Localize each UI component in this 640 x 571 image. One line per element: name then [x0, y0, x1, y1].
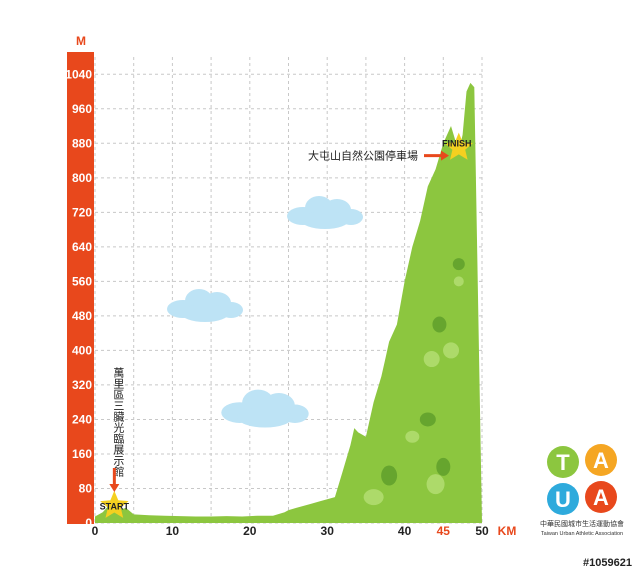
- tree-shape: [419, 412, 436, 427]
- y-tick-label: 320: [72, 378, 92, 392]
- y-axis-unit: M: [76, 34, 86, 48]
- x-axis-unit: KM: [498, 524, 517, 538]
- clouds: [167, 196, 363, 428]
- start-arrow-head: [109, 484, 120, 492]
- y-tick-label: 880: [72, 136, 92, 150]
- start-label: START: [100, 502, 130, 512]
- y-tick-label: 480: [72, 309, 92, 323]
- x-tick-label: 0: [92, 524, 99, 538]
- x-tick-label: 40: [398, 524, 412, 538]
- y-tick-label: 960: [72, 102, 92, 116]
- logo-circle: [547, 483, 579, 515]
- tree-shape: [452, 258, 465, 271]
- finish-arrow-head: [441, 150, 449, 161]
- cloud: [167, 289, 243, 322]
- y-tick-label: 80: [79, 481, 93, 495]
- y-axis-bar-fill: [67, 52, 94, 524]
- taua-logo: T AU A 中華民國城市生活運動協會 Taiwan Urban Athletic As…: [540, 444, 624, 537]
- tree-shape: [436, 457, 451, 476]
- x-axis-ticks: 0 10 20 30 40 45 50: [92, 524, 489, 538]
- start-star-icon: [100, 490, 129, 518]
- cloud-puff: [237, 406, 293, 428]
- logo-circle: [585, 444, 617, 476]
- tree-shape: [426, 474, 445, 495]
- x-tick-label: 20: [243, 524, 257, 538]
- terrain-area: [95, 82, 482, 524]
- finish-label: FINISH: [442, 139, 472, 149]
- logo-name-en: Taiwan Urban Athletic Association: [541, 531, 623, 537]
- y-tick-label: 640: [72, 240, 92, 254]
- logo-name-zh: 中華民國城市生活運動協會: [540, 519, 624, 528]
- x-tick-label: 30: [321, 524, 335, 538]
- y-tick-label: 560: [72, 274, 92, 288]
- y-tick-label: 240: [72, 412, 92, 426]
- cloud: [287, 196, 363, 229]
- tree-shape: [423, 351, 440, 368]
- x-tick-label: 10: [166, 524, 180, 538]
- y-tick-label: 1040: [65, 67, 92, 81]
- cloud-puff: [301, 211, 349, 229]
- x-tick-label: 45: [437, 524, 451, 538]
- tree-shape: [363, 489, 384, 506]
- logo-letter: A: [593, 448, 609, 473]
- finish-annotation: 大屯山自然公園停車場: [308, 149, 418, 163]
- tree-shape: [405, 430, 420, 443]
- image-id-stamp: #1059621: [583, 557, 632, 569]
- y-tick-label: 400: [72, 343, 92, 357]
- logo-circle: [547, 446, 579, 478]
- y-tick-label: 720: [72, 205, 92, 219]
- tree-shape: [381, 465, 398, 486]
- y-tick-label: 800: [72, 171, 92, 185]
- logo-circle: [585, 481, 617, 513]
- y-axis-bar: 0 80 160 240 320 400 480 560 640 720 800 880 960 1040: [65, 52, 94, 530]
- markers: START 萬里區三臟光臨展示館 FINISH 大屯山自然公園停車場: [100, 132, 473, 518]
- tree-shape: [453, 276, 464, 287]
- logo-letter: T: [556, 450, 570, 475]
- tree-shape: [432, 316, 447, 333]
- start-annotation: 萬里區三臟光臨展示館: [112, 367, 125, 478]
- cloud: [221, 389, 309, 428]
- tree-shape: [443, 342, 460, 359]
- logo-letter: A: [593, 485, 609, 510]
- finish-star-icon: [444, 132, 473, 160]
- y-tick-label: 0: [85, 516, 92, 530]
- logo-letter: U: [555, 487, 571, 512]
- x-tick-label: 50: [475, 524, 489, 538]
- terrain-profile: [95, 82, 482, 524]
- y-tick-label: 160: [72, 447, 92, 461]
- cloud-puff: [181, 304, 229, 322]
